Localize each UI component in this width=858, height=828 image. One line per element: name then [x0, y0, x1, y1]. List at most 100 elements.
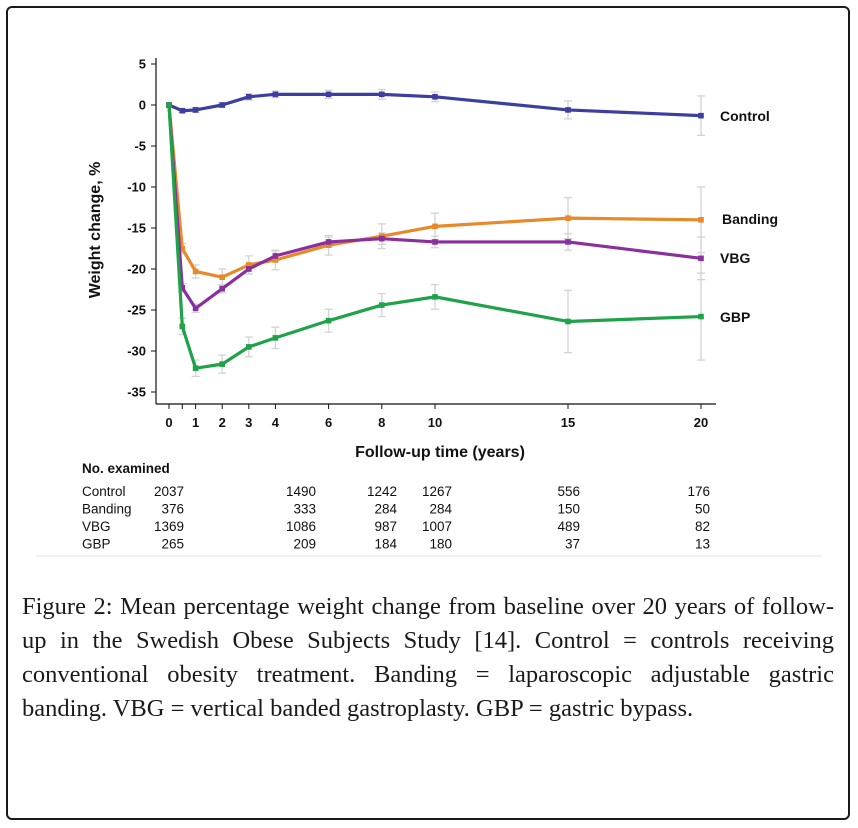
table-cell: 1369	[154, 519, 184, 534]
table-row-label: Banding	[82, 502, 132, 517]
series-label-banding: Banding	[722, 211, 778, 227]
data-point-control	[325, 91, 332, 98]
table-cell: 13	[695, 537, 710, 552]
data-point-gbp	[219, 361, 225, 367]
x-tick-label: 3	[245, 415, 252, 430]
data-point-banding	[192, 268, 199, 275]
data-point-gbp	[272, 335, 279, 341]
table-cell: 1490	[286, 484, 316, 499]
y-tick-label: -30	[127, 344, 146, 359]
y-tick-label: -25	[127, 303, 146, 318]
data-point-control	[565, 107, 571, 113]
data-point-gbp	[379, 302, 385, 308]
data-point-control	[379, 91, 385, 98]
data-point-gbp	[432, 294, 438, 300]
series-label-control: Control	[720, 108, 770, 124]
data-point-banding	[219, 274, 225, 280]
data-point-gbp	[698, 313, 704, 320]
table-row-label: Control	[82, 484, 126, 499]
table-cell: 284	[429, 502, 452, 517]
table-cell: 50	[695, 502, 710, 517]
y-tick-label: 5	[139, 57, 146, 72]
x-tick-label: 20	[694, 415, 708, 430]
table-cell: 37	[565, 537, 580, 552]
y-tick-label: -15	[127, 221, 146, 236]
data-point-control	[246, 94, 252, 100]
data-point-banding	[246, 262, 252, 268]
x-axis-title: Follow-up time (years)	[355, 444, 525, 461]
table-cell: 556	[557, 484, 580, 499]
data-point-gbp	[179, 323, 186, 330]
x-tick-label: 1	[192, 415, 199, 430]
y-tick-label: -35	[127, 385, 146, 400]
data-point-vbg	[379, 235, 385, 242]
data-point-vbg	[698, 255, 704, 262]
data-point-banding	[698, 217, 704, 223]
table-cell: 265	[161, 537, 184, 552]
data-point-vbg	[192, 305, 199, 312]
data-point-vbg	[272, 253, 279, 259]
data-point-control	[192, 107, 199, 113]
table-cell: 1242	[367, 484, 397, 499]
table-cell: 176	[687, 484, 710, 499]
table-cell: 376	[161, 502, 184, 517]
figure-caption: Figure 2: Mean percentage weight change …	[22, 590, 834, 726]
table-cell: 284	[374, 502, 397, 517]
table-cell: 1086	[286, 519, 316, 534]
table-cell: 333	[293, 502, 316, 517]
data-point-gbp	[192, 365, 199, 372]
data-point-banding	[565, 215, 571, 221]
data-point-control	[272, 91, 279, 98]
data-point-control	[698, 112, 704, 119]
x-tick-label: 0	[165, 415, 172, 430]
weight-change-chart: 50-5-10-15-20-25-30-350 1 2 3 4 6 8 10 15 20Weigh…	[36, 57, 822, 557]
data-point-vbg	[246, 266, 252, 272]
data-point-vbg	[325, 239, 332, 245]
data-point-vbg	[432, 239, 438, 245]
figure-frame	[6, 6, 850, 820]
table-cell: 2037	[154, 484, 184, 499]
data-point-banding	[432, 223, 438, 230]
data-point-banding	[179, 245, 186, 252]
y-tick-label: -5	[134, 139, 146, 154]
series-line-vbg	[167, 104, 702, 310]
table-cell: 150	[557, 502, 580, 517]
x-tick-label: 15	[561, 415, 575, 430]
series-line-banding	[167, 104, 702, 279]
data-point-banding	[325, 242, 332, 249]
series-label-vbg: VBG	[720, 250, 750, 266]
table-cell: 184	[374, 537, 397, 552]
table-cell: 180	[429, 537, 452, 552]
data-point-control	[219, 102, 225, 108]
series-label-gbp: GBP	[720, 309, 750, 325]
data-point-gbp	[565, 318, 571, 325]
caption-text: Mean percentage weight change from basel…	[22, 593, 835, 722]
table-cell: 987	[374, 519, 397, 534]
data-point-vbg	[565, 239, 571, 245]
data-point-control	[179, 107, 186, 114]
data-point-gbp	[325, 317, 332, 324]
data-point-vbg	[219, 285, 225, 292]
y-tick-label: -20	[127, 262, 146, 277]
x-tick-label: 8	[378, 415, 385, 430]
table-cell: 209	[293, 537, 316, 552]
data-point-banding	[272, 257, 279, 263]
data-point-gbp	[246, 344, 252, 350]
table-cell: 1007	[422, 519, 452, 534]
table-cell: 489	[557, 519, 580, 534]
data-point-control	[432, 94, 438, 100]
x-tick-label: 10	[428, 415, 442, 430]
y-tick-label: -10	[127, 180, 146, 195]
table-title: No. examined	[82, 461, 170, 476]
table-cell: 1267	[422, 484, 452, 499]
data-point-gbp	[166, 102, 172, 108]
caption-lead: Figure 2:	[22, 593, 113, 620]
y-tick-label: 0	[139, 98, 146, 113]
table-cell: 82	[695, 519, 710, 534]
x-tick-label: 4	[272, 415, 280, 430]
table-row-label: VBG	[82, 519, 111, 534]
x-tick-label: 6	[325, 415, 332, 430]
x-tick-label: 2	[219, 415, 226, 430]
table-row-label: GBP	[82, 537, 111, 552]
y-axis-title: Weight change, %	[87, 162, 104, 299]
